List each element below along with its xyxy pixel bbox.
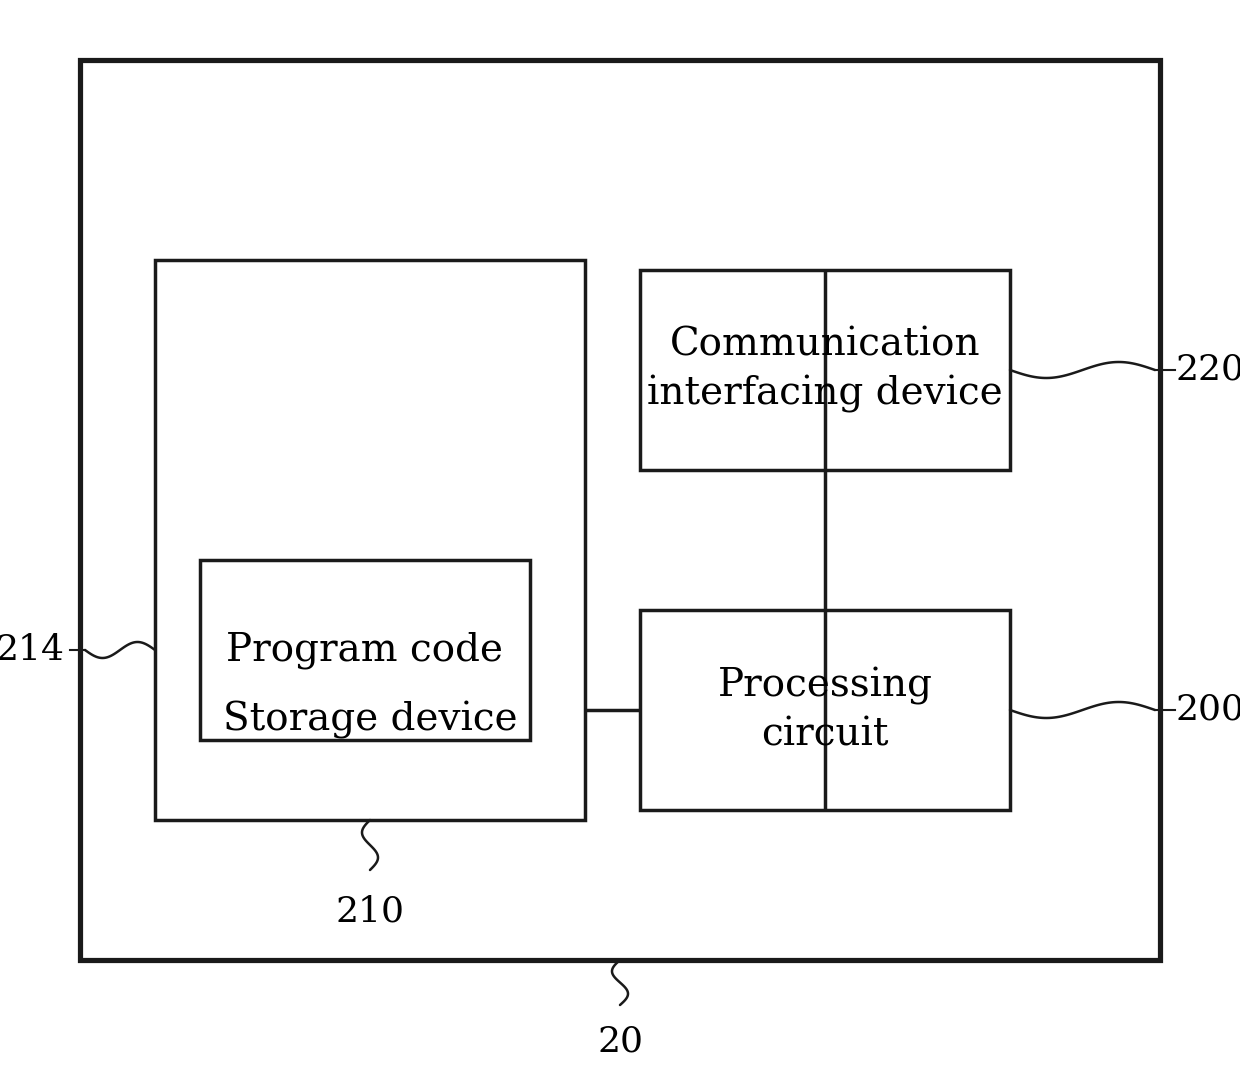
Text: Communication
interfacing device: Communication interfacing device xyxy=(647,326,1003,413)
Text: 20: 20 xyxy=(596,1025,644,1059)
Bar xyxy=(200,560,529,740)
Bar xyxy=(155,260,585,820)
Text: Program code: Program code xyxy=(227,631,503,669)
Bar xyxy=(640,610,1011,810)
Text: 210: 210 xyxy=(336,895,404,929)
Text: 200: 200 xyxy=(1176,693,1240,727)
Text: 214: 214 xyxy=(0,633,64,667)
Bar xyxy=(81,60,1159,960)
Text: 220: 220 xyxy=(1176,353,1240,387)
Text: Processing
circuit: Processing circuit xyxy=(718,667,932,753)
Text: Storage device: Storage device xyxy=(223,701,517,739)
Bar xyxy=(640,270,1011,470)
